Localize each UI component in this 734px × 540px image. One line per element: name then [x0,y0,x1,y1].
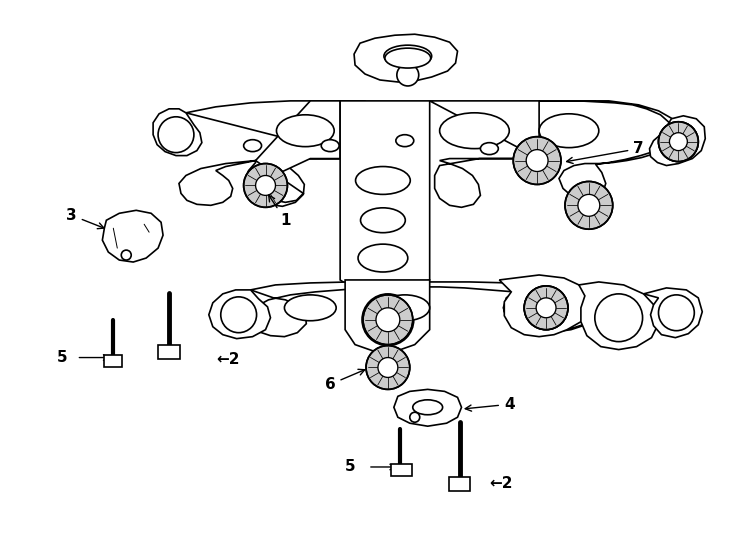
Circle shape [362,294,414,346]
Ellipse shape [385,48,431,68]
Polygon shape [429,101,539,207]
Circle shape [658,122,698,161]
Polygon shape [255,101,340,202]
Ellipse shape [321,140,339,152]
Polygon shape [391,464,412,476]
Polygon shape [102,210,163,262]
Polygon shape [208,290,271,339]
Polygon shape [249,282,599,336]
Circle shape [536,298,556,318]
Text: ←2: ←2 [490,476,513,491]
Circle shape [363,295,413,345]
Circle shape [658,295,694,330]
Ellipse shape [358,244,408,272]
Circle shape [397,64,418,86]
Circle shape [244,164,288,207]
Ellipse shape [413,400,443,415]
Circle shape [524,286,568,330]
Ellipse shape [277,115,334,147]
Circle shape [221,297,257,333]
Text: ←2: ←2 [216,352,239,367]
Circle shape [255,176,275,195]
Text: 5: 5 [57,350,68,365]
Polygon shape [579,282,658,349]
Polygon shape [499,275,589,336]
Text: 5: 5 [345,460,356,475]
Text: 3: 3 [66,208,104,229]
Ellipse shape [384,45,432,67]
Polygon shape [158,345,180,359]
Text: 1: 1 [269,195,291,228]
Circle shape [513,137,561,185]
Polygon shape [448,477,470,491]
Text: 4: 4 [465,397,515,412]
Text: 7: 7 [567,141,644,164]
Circle shape [658,122,698,161]
Polygon shape [650,116,705,166]
Polygon shape [153,109,202,156]
Polygon shape [354,34,457,82]
Circle shape [565,181,613,229]
Ellipse shape [285,295,336,321]
Ellipse shape [355,166,410,194]
Ellipse shape [396,134,414,147]
Circle shape [366,346,410,389]
Circle shape [669,133,687,151]
Circle shape [526,150,548,172]
Polygon shape [345,280,429,352]
Polygon shape [644,288,702,338]
Polygon shape [394,389,462,426]
Circle shape [410,412,420,422]
Ellipse shape [360,208,405,233]
Ellipse shape [380,295,429,321]
Polygon shape [539,101,678,199]
Circle shape [158,117,194,153]
Ellipse shape [244,140,261,152]
Ellipse shape [440,113,509,148]
Ellipse shape [539,114,599,147]
Polygon shape [112,220,149,252]
Circle shape [376,308,400,332]
Circle shape [378,357,398,377]
Polygon shape [179,101,365,206]
Polygon shape [340,101,429,300]
Polygon shape [104,355,123,367]
Ellipse shape [535,143,553,154]
Circle shape [578,194,600,217]
Ellipse shape [481,143,498,154]
Circle shape [524,286,568,330]
Circle shape [595,294,642,342]
Text: 6: 6 [325,369,365,392]
Circle shape [121,250,131,260]
